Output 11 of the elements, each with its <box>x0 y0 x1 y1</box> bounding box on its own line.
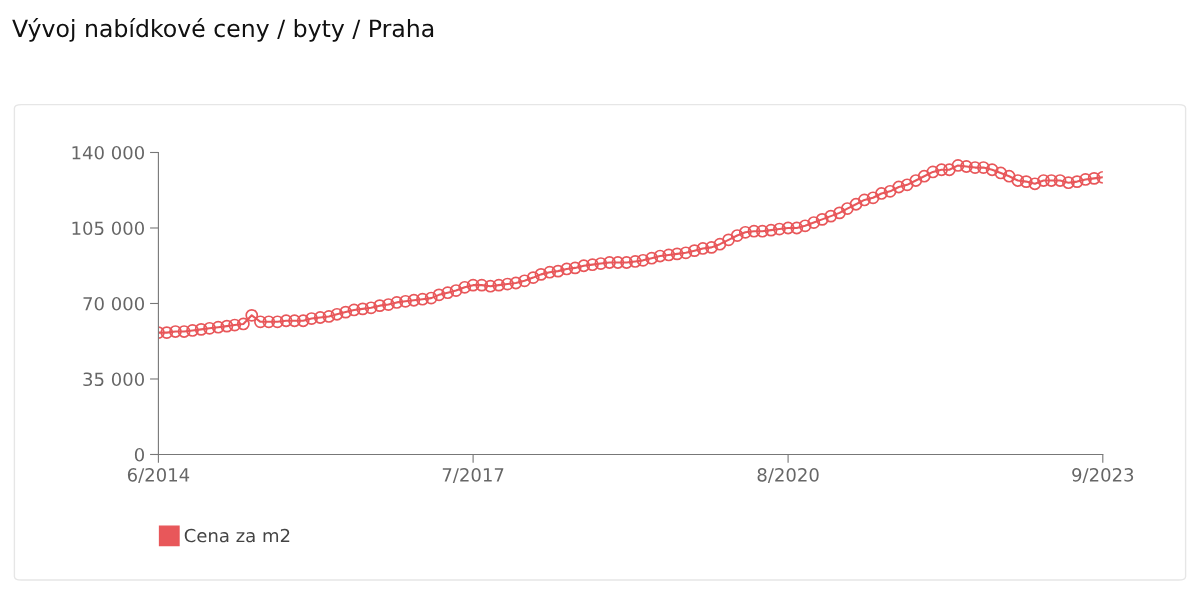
y-tick-label: 140 000 <box>72 145 145 160</box>
x-tick-label: 9/2023 <box>1072 467 1134 484</box>
x-tick-label: 8/2020 <box>757 467 819 484</box>
y-tick-label: 35 000 <box>83 372 145 387</box>
y-tick-label: 70 000 <box>83 296 145 311</box>
x-tick-label: 6/2014 <box>127 467 190 484</box>
chart-title: Vývoj nabídkové ceny / byty / Praha <box>12 18 434 42</box>
legend-label: Cena za m2 <box>184 528 290 543</box>
y-tick-label: 0 <box>134 447 145 462</box>
y-tick-label: 105 000 <box>72 221 145 236</box>
x-tick-label: 7/2017 <box>442 467 504 484</box>
